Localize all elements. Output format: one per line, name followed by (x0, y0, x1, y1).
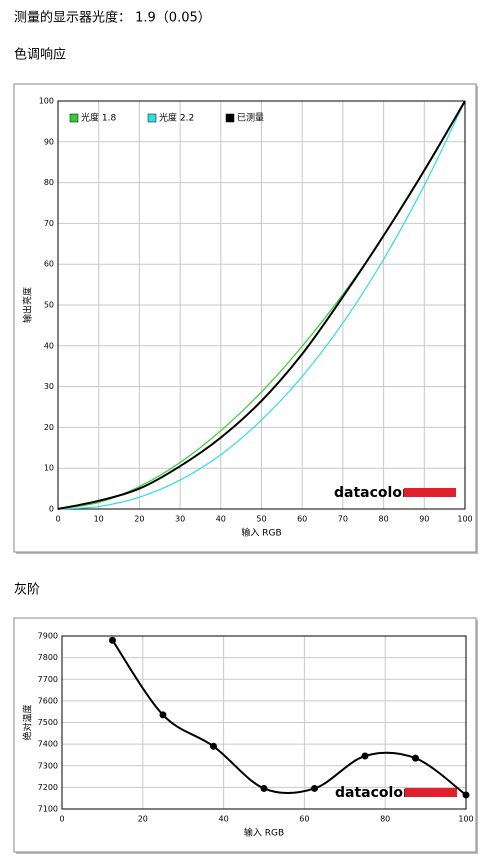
series-line (57, 100, 466, 510)
x-axis-label: 输入 RGB (244, 827, 284, 839)
data-point (210, 742, 217, 750)
data-point (462, 791, 470, 799)
x-tick-label: 50 (256, 515, 266, 524)
x-tick-label: 70 (338, 515, 348, 524)
x-tick-label: 30 (175, 515, 185, 524)
legend-label: 光度 2.2 (159, 112, 194, 124)
x-tick-label: 80 (380, 815, 390, 824)
section-title: 色调响应 (14, 47, 66, 63)
x-tick-label: 40 (216, 515, 226, 524)
logo-text: datacolor (334, 485, 409, 501)
data-point (412, 754, 419, 762)
x-tick-label: 40 (219, 815, 229, 824)
chart-frame (13, 617, 477, 853)
legend-swatch (69, 113, 79, 123)
series-line (57, 100, 466, 510)
data-point (159, 711, 167, 719)
y-tick-label: 10 (44, 464, 54, 473)
legend-swatch (225, 113, 235, 123)
y-tick-label: 70 (44, 219, 54, 228)
logo-bar (405, 788, 457, 797)
y-tick-label: 7500 (38, 718, 58, 727)
x-tick-label: 0 (55, 515, 60, 524)
legend-label: 已测量 (237, 113, 264, 124)
y-tick-label: 100 (39, 97, 54, 106)
x-axis-label: 输入 RGB (241, 527, 281, 539)
y-tick-label: 7800 (38, 653, 58, 662)
logo-text: datacolor (335, 785, 410, 801)
y-tick-label: 7600 (38, 696, 58, 705)
y-tick-label: 50 (44, 301, 54, 310)
y-axis-label: 输出亮度 (22, 287, 34, 323)
y-tick-label: 7900 (38, 632, 58, 641)
data-point (311, 784, 318, 792)
x-tick-label: 10 (94, 515, 104, 524)
y-tick-label: 7700 (38, 675, 58, 684)
chart-frame (13, 83, 477, 553)
y-tick-label: 90 (44, 137, 54, 146)
y-axis-label: 绝对温度 (22, 704, 34, 740)
data-point (260, 784, 268, 792)
data-point (109, 636, 116, 644)
legend-label: 光度 1.8 (81, 112, 116, 124)
y-tick-label: 0 (49, 505, 54, 514)
y-tick-label: 7200 (38, 783, 58, 792)
x-tick-label: 100 (457, 515, 472, 524)
y-tick-label: 30 (44, 382, 54, 391)
x-tick-label: 60 (297, 515, 307, 524)
header-text: 测量的显示器光度： 1.9（0.05） (14, 10, 211, 26)
x-tick-label: 90 (419, 515, 429, 524)
y-tick-label: 80 (44, 178, 54, 187)
x-tick-label: 20 (138, 815, 148, 824)
logo-bar (404, 488, 456, 497)
plot-frame (61, 635, 467, 810)
legend-swatch (147, 113, 157, 123)
y-tick-label: 40 (44, 341, 54, 350)
x-tick-label: 100 (458, 815, 473, 824)
plot-frame (57, 100, 466, 510)
y-tick-label: 7100 (38, 805, 58, 814)
y-tick-label: 7400 (38, 740, 58, 749)
x-tick-label: 60 (299, 815, 309, 824)
x-tick-label: 80 (379, 515, 389, 524)
y-tick-label: 20 (44, 423, 54, 432)
section-title: 灰阶 (14, 583, 40, 598)
data-point (361, 752, 369, 760)
x-tick-label: 0 (59, 815, 64, 824)
y-tick-label: 60 (44, 260, 54, 269)
y-tick-label: 7300 (38, 761, 58, 770)
x-tick-label: 20 (134, 515, 144, 524)
